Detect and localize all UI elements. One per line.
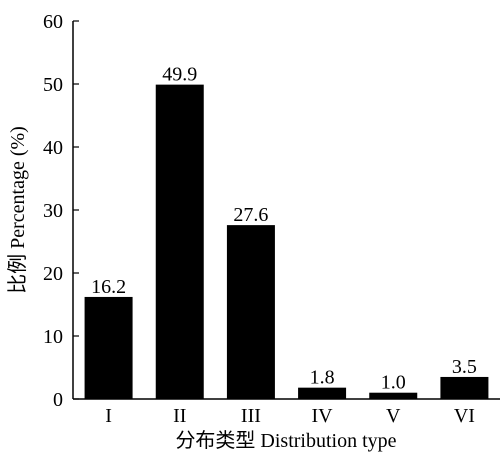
x-tick-label: IV bbox=[312, 405, 334, 427]
bar-value-label: 49.9 bbox=[162, 64, 197, 86]
y-axis-title: 比例 Percentage (%) bbox=[6, 126, 29, 294]
y-tick-label: 30 bbox=[43, 200, 63, 222]
bar-value-label: 27.6 bbox=[233, 204, 268, 226]
y-axis-ticks: 0 10 20 30 40 50 60 bbox=[43, 11, 79, 411]
x-axis-title: 分布类型 Distribution type bbox=[175, 429, 396, 452]
y-tick-label: 0 bbox=[53, 389, 63, 411]
y-tick-label: 40 bbox=[43, 137, 63, 159]
bars: 16.2 49.9 27.6 1.8 1.0 3.5 bbox=[84, 64, 489, 399]
x-axis-ticks: I II III IV V VI bbox=[105, 393, 475, 427]
bar bbox=[226, 225, 275, 399]
y-tick-label: 50 bbox=[43, 74, 63, 96]
bar bbox=[84, 296, 133, 399]
x-tick-label: I bbox=[105, 405, 112, 427]
x-tick-label: II bbox=[173, 405, 186, 427]
y-tick-label: 20 bbox=[43, 263, 63, 285]
bar-value-label: 1.0 bbox=[381, 372, 406, 394]
bar bbox=[155, 84, 204, 399]
bar-value-label: 1.8 bbox=[310, 367, 335, 389]
bar bbox=[440, 376, 489, 399]
x-tick-label: III bbox=[241, 405, 261, 427]
x-tick-label: VI bbox=[454, 405, 475, 427]
bar-value-label: 3.5 bbox=[452, 356, 477, 378]
y-tick-label: 60 bbox=[43, 11, 63, 33]
bar-value-label: 16.2 bbox=[91, 276, 126, 298]
x-tick-label: V bbox=[386, 405, 401, 427]
y-tick-label: 10 bbox=[43, 326, 63, 348]
